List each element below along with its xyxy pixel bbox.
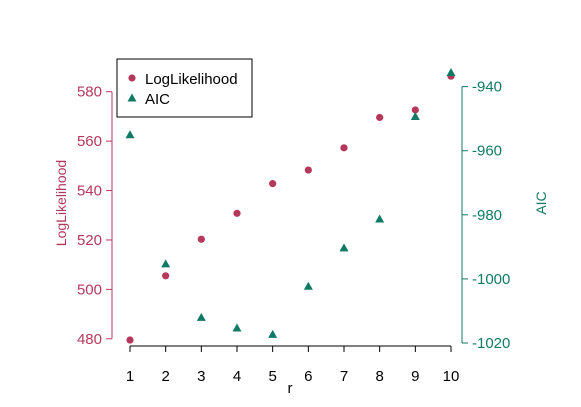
point-aic <box>303 281 313 290</box>
right-y-axis: -940 -960 -980 -1000 -1020 <box>461 79 510 352</box>
legend-marker-loglikelihood <box>128 74 136 82</box>
point-loglikelihood <box>304 166 312 174</box>
right-tick-label: -980 <box>472 207 502 224</box>
x-axis-label: r <box>288 380 293 397</box>
left-tick-label: 500 <box>77 281 102 298</box>
y-right-axis-label: AIC <box>533 191 549 214</box>
x-tick-label: 10 <box>443 368 460 385</box>
x-tick-label: 3 <box>197 368 205 385</box>
x-tick-label: 4 <box>233 368 241 385</box>
right-tick-label: -1020 <box>472 335 510 352</box>
point-loglikelihood <box>126 336 134 344</box>
legend-label-aic: AIC <box>145 91 170 108</box>
right-tick-label: -1000 <box>472 271 510 288</box>
left-y-axis: 480 500 520 540 560 580 <box>77 84 113 348</box>
point-loglikelihood <box>340 144 348 152</box>
x-tick-label: 8 <box>375 368 383 385</box>
right-tick-label: -940 <box>472 79 502 96</box>
left-tick-label: 520 <box>77 232 102 249</box>
x-tick-label: 7 <box>340 368 348 385</box>
point-aic <box>268 329 278 338</box>
point-loglikelihood <box>233 209 241 217</box>
point-loglikelihood <box>162 272 170 280</box>
legend-marker-aic <box>127 93 137 102</box>
point-loglikelihood <box>269 180 277 188</box>
point-aic <box>161 259 171 268</box>
x-tick-label: 1 <box>126 368 134 385</box>
point-loglikelihood <box>411 106 419 114</box>
left-tick-label: 480 <box>77 331 102 348</box>
point-aic <box>446 68 456 77</box>
point-loglikelihood <box>197 235 205 243</box>
point-aic <box>196 312 206 321</box>
y-left-axis-label: LogLikelihood <box>53 160 69 246</box>
x-tick-label: 5 <box>268 368 276 385</box>
point-aic <box>375 214 385 223</box>
point-loglikelihood <box>376 113 384 122</box>
right-tick-label: -960 <box>472 143 502 160</box>
left-tick-label: 560 <box>77 133 102 150</box>
left-tick-label: 540 <box>77 183 102 200</box>
x-tick-label: 6 <box>304 368 312 385</box>
legend: LogLikelihood AIC <box>116 58 253 118</box>
point-aic <box>125 130 135 139</box>
point-aic <box>232 323 242 332</box>
point-aic <box>410 111 420 120</box>
x-tick-label: 2 <box>161 368 169 385</box>
x-axis: 1 2 3 4 5 6 7 8 9 10 <box>126 345 460 385</box>
legend-label-loglikelihood: LogLikelihood <box>145 71 238 88</box>
data-marks <box>125 68 456 344</box>
legend-box <box>116 58 253 118</box>
point-aic <box>339 243 349 252</box>
left-tick-label: 580 <box>77 84 102 101</box>
x-tick-label: 9 <box>411 368 419 385</box>
